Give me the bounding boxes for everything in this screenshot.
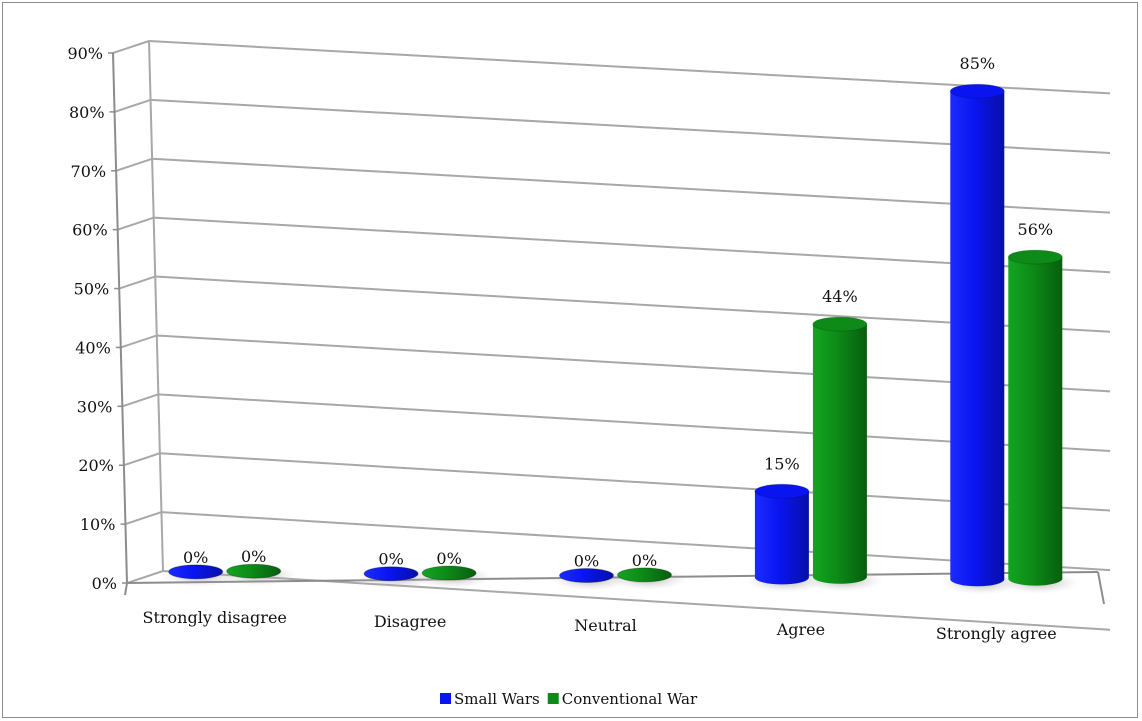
y-tick-label: 10%: [80, 515, 116, 534]
bar-conventional-war: [421, 565, 477, 581]
bar-disc: [421, 565, 477, 581]
x-axis-category-labels: Strongly disagree Disagree Neutral Agree Str…: [142, 608, 1056, 643]
gridline: [150, 98, 1111, 155]
data-label: 0%: [378, 550, 403, 569]
y-axis-tick-labels: 0% 10% 20% 30% 40% 50% 60% 70% 80% 90%: [67, 44, 117, 593]
gridline-side: [118, 275, 156, 290]
bar-small-wars: [363, 566, 419, 582]
legend: Small Wars Conventional War: [440, 690, 698, 708]
x-category-label: Agree: [776, 620, 825, 639]
bar-small-wars: [949, 83, 1005, 587]
bar-disc: [559, 568, 614, 584]
bar-body: [950, 91, 1005, 587]
bar-top: [1007, 249, 1063, 265]
legend-swatch: [440, 693, 451, 704]
gridline-side: [114, 98, 151, 113]
data-label: 0%: [183, 548, 208, 567]
bar-conventional-war: [812, 316, 868, 584]
gridline-side: [125, 511, 162, 526]
data-label: 56%: [1018, 220, 1054, 239]
bars: [160, 83, 1079, 595]
gridline-side: [115, 157, 153, 172]
x-category-label: Strongly agree: [936, 624, 1057, 643]
bar-conventional-war: [226, 563, 282, 579]
legend-label: Small Wars: [454, 690, 540, 708]
bar-disc: [226, 563, 282, 579]
legend-label: Conventional War: [562, 690, 698, 708]
y-tick-label: 60%: [72, 221, 108, 240]
y-tick-label: 50%: [74, 280, 110, 299]
gridline-side: [117, 216, 154, 231]
gridline-side: [123, 452, 161, 467]
data-label: 0%: [574, 552, 599, 571]
legend-swatch: [547, 693, 559, 704]
bar-disc: [168, 564, 224, 580]
bar-small-wars: [168, 564, 224, 580]
gridline-side: [112, 40, 150, 54]
gridline-side: [122, 393, 159, 408]
x-axis-right-edge: [1097, 571, 1105, 605]
bar-small-wars: [559, 568, 614, 584]
y-tick-label: 70%: [71, 162, 107, 181]
data-label: 85%: [960, 54, 996, 73]
gridline: [148, 40, 1111, 95]
gridline-side: [126, 570, 164, 584]
y-tick-label: 80%: [69, 103, 105, 122]
y-axis-line: [112, 52, 128, 584]
bar-conventional-war: [1007, 249, 1063, 586]
bar-small-wars: [754, 483, 810, 585]
x-category-label: Disagree: [374, 612, 447, 631]
data-label: 0%: [436, 549, 461, 568]
bar-top: [812, 316, 868, 332]
y-tick-label: 40%: [75, 338, 111, 357]
y-tick-label: 90%: [67, 44, 103, 63]
gridline-side: [120, 334, 158, 349]
bar-top: [754, 483, 810, 499]
y-tick-label: 0%: [92, 574, 117, 593]
bar-disc: [363, 566, 419, 582]
data-labels: 0% 0% 0% 15% 85% 0% 0% 0% 44% 56%: [183, 54, 1053, 570]
bar-body: [754, 491, 809, 585]
bar-body: [1008, 257, 1063, 586]
x-category-label: Neutral: [574, 616, 637, 635]
data-label: 44%: [822, 287, 858, 306]
data-label: 15%: [764, 454, 800, 473]
bar-conventional-war: [617, 567, 672, 583]
y-tick-label: 30%: [77, 397, 113, 416]
bar-body: [812, 324, 867, 584]
x-axis-left-edge: [124, 582, 128, 596]
back-wall-axis: [148, 40, 164, 572]
x-category-label: Strongly disagree: [142, 608, 286, 627]
data-label: 0%: [632, 551, 657, 570]
y-tick-label: 20%: [78, 456, 114, 475]
bar-top: [949, 83, 1005, 99]
data-label: 0%: [241, 547, 266, 566]
bar-disc: [617, 567, 672, 583]
